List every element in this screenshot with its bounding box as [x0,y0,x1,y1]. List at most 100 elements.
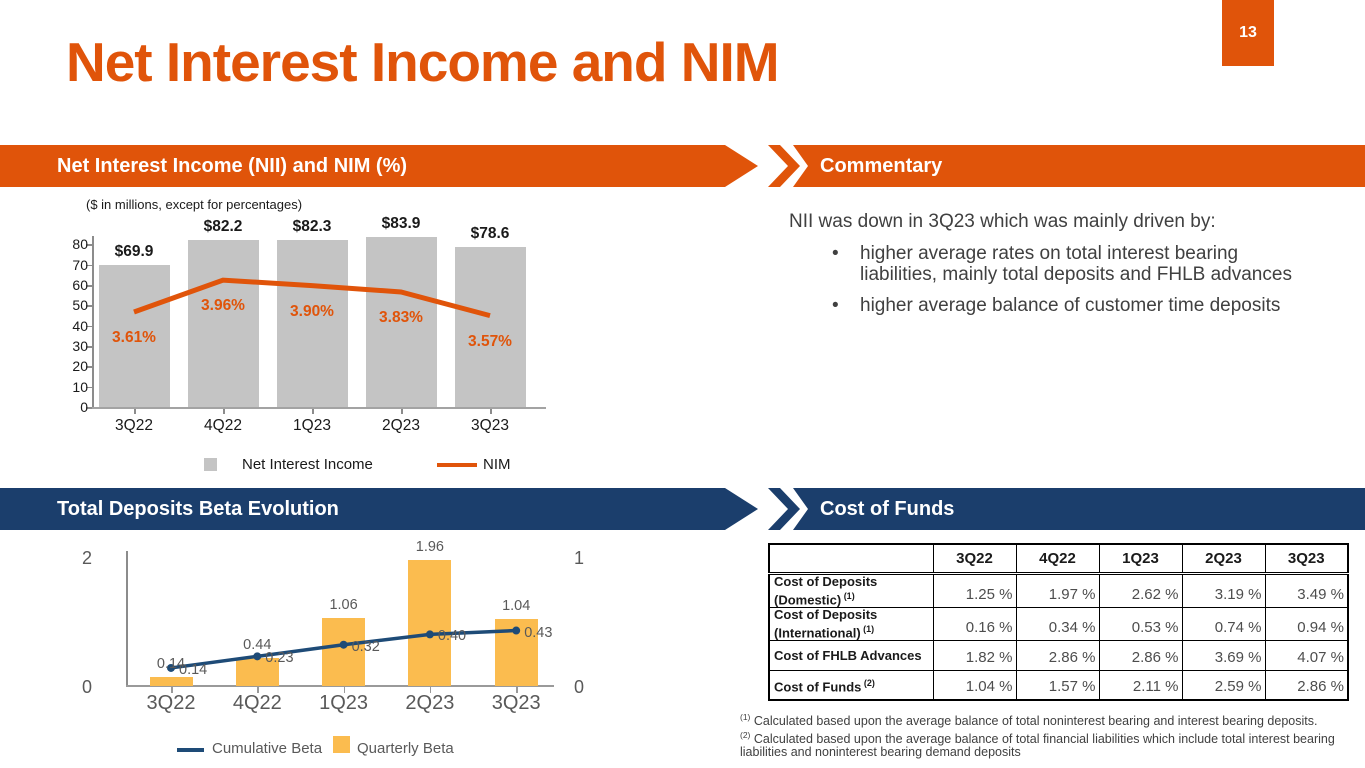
nii-bar-value-label: $78.6 [470,225,510,243]
nii-y-tick-label: 60 [72,277,88,294]
beta-x-tick [429,687,432,693]
commentary-intro: NII was down in 3Q23 which was mainly dr… [789,211,1216,232]
cof-col-header: 1Q23 [1098,543,1183,575]
beta-right-axis-label: 0 [574,677,585,697]
beta-x-label: 3Q23 [491,692,541,714]
cof-row: Cost of Funds (2) 1.04 % 1.57 % 2.11 % 2.59 … [768,670,1349,701]
cof-col-header: 2Q23 [1181,543,1266,575]
page-number-badge: 13 [1222,0,1274,66]
beta-line-value-label: 0.43 [524,624,553,641]
nii-x-label: 1Q23 [293,417,331,434]
beta-line-value-label: 0.14 [179,661,208,678]
beta-left-axis-label: 2 [81,548,92,568]
cof-col-header: 4Q22 [1015,543,1100,575]
cost-of-funds-table: 3Q22 4Q22 1Q23 2Q23 3Q23 Cost of Deposits (Dom… [768,543,1349,701]
cof-value-cell: 2.11 % [1098,670,1183,701]
footnotes: (1) Calculated based upon the average ba… [740,711,1364,760]
nii-y-tick-label: 10 [72,378,88,395]
footnote-1-marker: (1) [740,712,751,722]
cof-col-header: 3Q23 [1264,543,1349,575]
nim-value-label: 3.90% [290,302,334,320]
cof-value-cell: 2.86 % [1264,670,1349,701]
beta-bar-value-label: 1.04 [502,598,531,615]
footnote-1: (1) Calculated based upon the average ba… [740,711,1364,729]
nii-y-tick [86,244,92,246]
beta-x-label: 4Q22 [232,692,282,714]
cof-row-label: Cost of Deposits (Domestic) (1) [768,572,934,608]
nii-chart-subtitle: ($ in millions, except for percentages) [86,197,303,212]
nii-y-tick [86,325,92,328]
nii-banner-label: Net Interest Income (NII) and NIM (%) [57,154,408,177]
nii-y-tick-label: 50 [72,297,88,314]
cof-value-cell: 1.82 % [932,640,1017,672]
beta-x-label: 3Q22 [146,692,196,714]
slide-title: Net Interest Income and NIM [66,31,780,93]
beta-line-value-label: 0.32 [351,638,380,655]
commentary-bullet-text: higher average rates on total interest b… [860,243,1292,285]
cof-value-cell: 2.59 % [1181,670,1266,701]
nii-y-tick [86,407,92,409]
nim-value-label: 3.96% [201,297,245,315]
beta-x-label: 2Q23 [405,692,455,714]
nii-x-label: 2Q23 [382,417,420,434]
commentary-bullet-list: higher average rates on total interest b… [832,243,1312,326]
nii-x-tick [490,409,492,414]
nii-x-tick [223,409,225,414]
footnote-2-marker: (2) [740,729,751,740]
beta-line-value-label: 0.40 [437,628,467,645]
nii-y-tick-label: 80 [72,236,88,253]
beta-y-axis [126,551,128,686]
nii-bar-value-label: $82.3 [292,217,332,235]
cof-header-row: 3Q22 4Q22 1Q23 2Q23 3Q23 [768,543,1349,575]
beta-x-tick [516,687,518,693]
nii-y-tick-label: 0 [80,399,88,415]
cof-value-cell: 4.07 % [1264,640,1349,672]
nii-y-tick [86,386,92,389]
cof-row-label: Cost of Deposits (International) (1) [768,606,934,642]
nii-bar [454,247,526,407]
commentary-banner: Commentary [793,145,1365,187]
beta-bar-value-label: 1.96 [415,538,444,555]
nii-x-label: 3Q23 [471,417,509,434]
nii-y-tick-label: 30 [72,338,88,355]
cof-value-cell: 0.53 % [1098,606,1183,642]
nii-y-axis [92,236,94,409]
nii-x-label: 3Q22 [115,417,153,434]
beta-bar-value-label: 0.14 [156,655,186,672]
nim-value-label: 3.83% [379,308,423,326]
beta-bar [149,676,193,686]
cof-value-cell: 1.04 % [932,670,1017,701]
nii-y-tick [86,305,92,307]
cof-banner-label: Cost of Funds [820,497,955,520]
cof-value-cell: 1.25 % [932,572,1017,608]
commentary-bullet-text: higher average balance of customer time … [860,295,1281,316]
beta-left-axis-label: 0 [81,677,92,697]
nii-bar-value-label: $69.9 [114,242,154,260]
nii-bar-value-label: $83.9 [381,214,421,232]
commentary-banner-label: Commentary [820,154,943,177]
cof-banner: Cost of Funds [793,488,1365,530]
cof-value-cell: 1.57 % [1015,670,1100,701]
footnote-2: (2) Calculated based upon the average ba… [740,729,1364,760]
commentary-bullet: higher average rates on total interest b… [832,243,1312,285]
nii-bar [187,239,259,407]
beta-x-label: 1Q23 [319,692,369,714]
cof-value-cell: 0.94 % [1264,606,1349,642]
footnote-2-text: Calculated based upon the average balanc… [740,731,1335,760]
beta-legend-bar-swatch [333,736,350,753]
nii-bar-value-label: $82.2 [203,217,243,235]
nii-bar [365,236,437,407]
cof-row: Cost of Deposits (International) (1) 0.16 … [768,606,1349,642]
nii-legend-line-swatch [437,463,477,467]
nii-y-tick [86,285,92,287]
beta-legend-line-label: Cumulative Beta [212,740,323,757]
nii-x-tick [312,409,314,414]
beta-legend-bar-label: Quarterly Beta [357,740,454,757]
cof-value-cell: 2.86 % [1015,640,1100,672]
nii-legend-line-label: NIM [483,456,511,473]
cof-value-cell: 2.62 % [1098,572,1183,608]
nii-bar [276,239,348,407]
cof-value-cell: 0.16 % [932,606,1017,642]
